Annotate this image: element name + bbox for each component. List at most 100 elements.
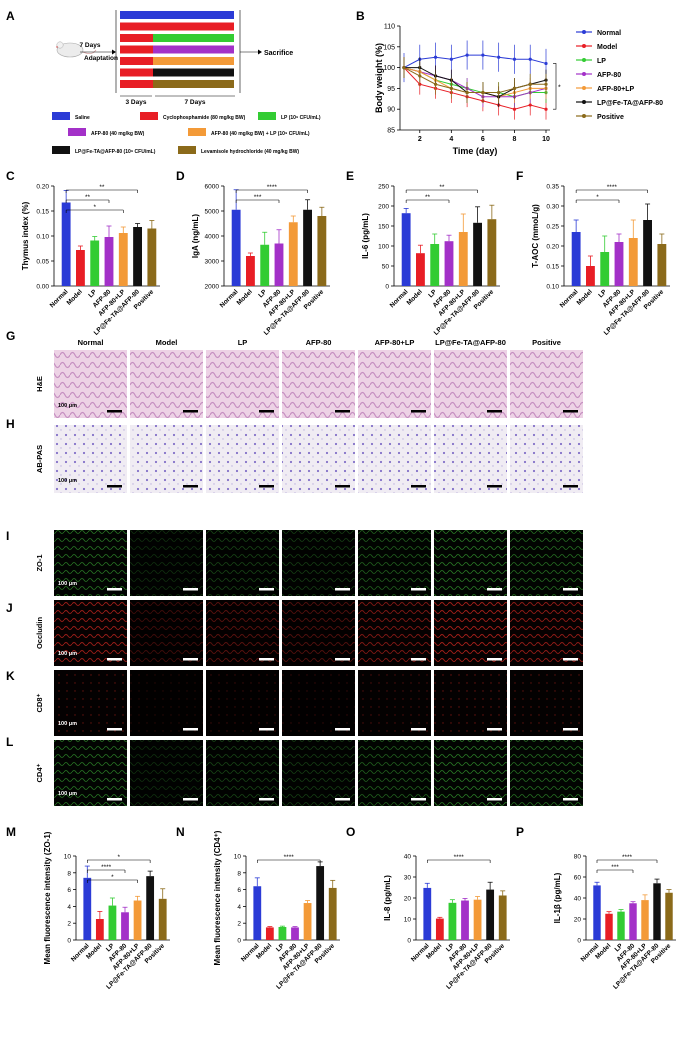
scale-bar (183, 798, 198, 801)
data-point (449, 86, 453, 90)
x-tick-label: LP (87, 288, 98, 299)
y-axis-label: IL-8 (pg/mL) (383, 875, 392, 921)
panel-letter-m: M (6, 825, 16, 839)
x-tick-label: LP (614, 942, 625, 953)
legend-marker (582, 86, 586, 90)
bar (108, 905, 117, 940)
x-axis-label: Time (day) (453, 146, 498, 156)
micrograph-tile (434, 670, 507, 736)
schematic-legend-swatch (52, 112, 70, 120)
data-point (544, 61, 548, 66)
micrograph-tile (54, 600, 127, 666)
y-tick-label: 6 (67, 887, 71, 894)
bar (118, 233, 128, 286)
micrograph-tile (130, 530, 203, 596)
scale-bar (487, 728, 502, 731)
bar (303, 209, 312, 286)
significance-marker: **** (607, 184, 618, 191)
legend-label: LP (597, 58, 606, 65)
bar (473, 899, 482, 940)
y-tick-label: 40 (574, 896, 582, 903)
x-tick-label: LP (597, 288, 608, 299)
x-tick-label: 6 (481, 136, 485, 143)
scale-bar (563, 485, 578, 488)
scale-bar (563, 410, 578, 413)
adaptation-days-label: 7 Days (80, 42, 101, 49)
scale-bar (335, 410, 350, 413)
scale-bar (335, 728, 350, 731)
scale-bar (411, 485, 426, 488)
y-tick-label: 0.05 (36, 259, 49, 266)
schematic-legend-label: LP (10⁹ CFU/mL) (281, 115, 321, 121)
micro-column-label: LP@Fe-TA@AFP-80 (435, 338, 506, 347)
bar (498, 895, 507, 940)
y-tick-label: 10 (404, 917, 412, 924)
legend-label: LP@Fe-TA@AFP-80 (597, 100, 663, 107)
legend-label: AFP-80+LP (597, 86, 634, 93)
bar (76, 250, 85, 286)
series-line-6 (403, 67, 546, 94)
bar (461, 900, 469, 940)
scale-bar (183, 410, 198, 413)
days3-label: 3 Days (126, 99, 147, 106)
scale-bar-label: 100 μm (58, 721, 77, 727)
y-tick-label: 2 (67, 921, 71, 928)
micrograph-tile (54, 740, 127, 806)
y-tick-label: 0.15 (36, 209, 49, 216)
x-tick-label: LP (105, 942, 116, 953)
micrograph-tile (282, 425, 355, 493)
scale-bar (335, 485, 350, 488)
significance-marker: ** (425, 194, 431, 201)
significance-marker: **** (267, 184, 278, 191)
y-tick-label: 150 (378, 224, 389, 231)
micrograph-tile (510, 425, 583, 493)
scale-bar (563, 588, 578, 591)
panel-letter-o: O (346, 825, 355, 839)
scale-bar (487, 485, 502, 488)
bar (430, 244, 440, 286)
x-tick-label: 2 (418, 136, 422, 143)
bar (288, 222, 298, 286)
y-tick-label: 40 (404, 854, 412, 861)
panel-letter-a: A (6, 9, 15, 23)
x-tick-label: 4 (449, 136, 453, 143)
bar (423, 887, 432, 940)
x-tick-label: Normal (219, 288, 240, 309)
panel-letters: A B C D E F G H I J K L M N O P (6, 9, 524, 839)
x-tick-label: LP (445, 942, 456, 953)
schematic-bar-treatment-4 (153, 57, 234, 65)
bar (653, 883, 661, 940)
bar (95, 919, 104, 940)
y-tick-label: 0.10 (36, 234, 49, 241)
significance-marker: ** (85, 194, 91, 201)
scale-bar (259, 588, 274, 591)
panel-letter-f: F (516, 169, 523, 183)
micrograph-tile (282, 600, 355, 666)
significance-bracket (553, 63, 557, 110)
bar-chart-n: 0 2 4 6 8 10 Mean fluorescence intensity (CD4⁺… (213, 830, 340, 991)
y-axis-label: Mean fluorescence intensity (CD4⁺) (213, 830, 222, 965)
micrograph-tile (358, 530, 431, 596)
scale-bar (563, 728, 578, 731)
micro-row-label: CD8⁺ (35, 693, 44, 712)
schematic-legend-label: Levamisole hydrochloride (40 mg/kg BW) (201, 149, 299, 155)
schematic-legend-swatch (188, 128, 206, 136)
bar-chart-c: 0.00 0.05 0.10 0.15 0.20 Thymus index (%) Norm… (21, 184, 160, 337)
x-tick-label: Model (66, 288, 84, 306)
y-tick-label: 0.25 (546, 224, 559, 231)
scale-bar (259, 485, 274, 488)
mouse-icon (56, 41, 97, 58)
legend-label: AFP-80 (597, 72, 621, 79)
y-tick-label: 6 (237, 887, 241, 894)
x-tick-label: LP (257, 288, 268, 299)
schematic-legend-swatch (258, 112, 276, 120)
data-point (497, 55, 501, 59)
y-tick-label: 50 (382, 264, 390, 271)
legend-marker (582, 100, 586, 104)
bar (435, 918, 444, 940)
y-tick-label: 8 (67, 870, 71, 877)
x-tick-label: Model (406, 288, 424, 306)
bar-chart-f: 0.10 0.15 0.20 0.25 0.30 0.35 T-AOC (mmoL/g) No… (531, 184, 670, 337)
